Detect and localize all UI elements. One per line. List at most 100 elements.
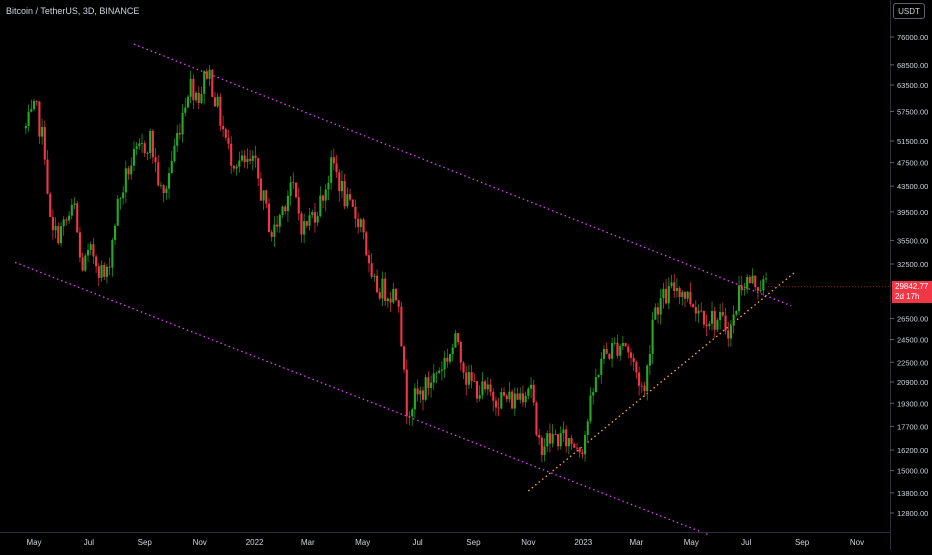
candle-body — [254, 155, 257, 159]
candle-body — [554, 434, 557, 435]
candle-body — [97, 266, 100, 278]
candle-body — [467, 372, 470, 385]
candle-body — [524, 395, 527, 403]
candle-body — [432, 373, 435, 383]
candle-body — [484, 381, 487, 390]
candle-body — [756, 287, 760, 292]
candle-body — [735, 311, 738, 315]
candle-body — [276, 224, 279, 227]
y-tick-label: 24500.00 — [897, 336, 928, 345]
candle-body — [311, 212, 314, 216]
candle-body — [351, 199, 354, 207]
candle-body — [451, 347, 454, 355]
last-price-value: 29842.77 — [895, 282, 929, 291]
candle-body — [575, 447, 579, 449]
candle-body — [230, 143, 233, 166]
candle-body — [86, 249, 90, 256]
candle-body — [249, 158, 252, 161]
y-tick-label: 63500.00 — [897, 81, 928, 90]
support-rising-line[interactable] — [527, 271, 797, 492]
x-tick-label: Sep — [795, 538, 810, 547]
channel-lower-line[interactable] — [14, 261, 709, 536]
candle-body — [427, 377, 430, 388]
candle-body — [386, 298, 389, 301]
candle-body — [200, 93, 203, 103]
candle-body — [632, 357, 635, 363]
candle-body — [327, 182, 330, 190]
x-tick-label: May — [355, 538, 370, 547]
candle-body — [146, 152, 149, 154]
candle-body — [392, 288, 395, 303]
candle-body — [346, 194, 349, 207]
candle-body — [176, 132, 179, 146]
candle-body — [397, 300, 400, 307]
candle-body — [124, 168, 127, 193]
candle-body — [497, 407, 500, 409]
candle-body — [548, 433, 552, 444]
candle-body — [213, 97, 217, 107]
candle-body — [281, 206, 284, 215]
candle-body — [362, 219, 365, 233]
candle-body — [289, 182, 292, 196]
candle-body — [59, 226, 63, 244]
candle-body — [586, 421, 589, 436]
candle-body — [532, 384, 535, 403]
candle-body — [702, 310, 705, 325]
candle-body — [675, 288, 678, 291]
candle-body — [662, 288, 665, 299]
candle-body — [754, 275, 757, 288]
candle-body — [573, 443, 576, 448]
candle-body — [613, 342, 616, 344]
candle-body — [116, 198, 119, 226]
candle-body — [238, 160, 241, 167]
candle-body — [565, 429, 568, 447]
candle-body — [68, 215, 71, 221]
candle-body — [111, 239, 114, 268]
candle-body — [705, 324, 708, 327]
candle-body — [222, 125, 225, 130]
candle-body — [627, 346, 630, 353]
candle-body — [700, 310, 703, 312]
y-tick-label: 51500.00 — [897, 137, 928, 146]
candle-body — [737, 285, 741, 312]
candle-body — [270, 232, 273, 237]
candle-body — [32, 100, 36, 110]
candle-body — [186, 96, 190, 108]
candle-body — [435, 372, 438, 374]
candle-body — [159, 185, 163, 186]
candle-body — [438, 370, 441, 373]
candle-body — [457, 333, 460, 343]
candle-body — [521, 393, 524, 403]
y-tick-label: 15000.00 — [897, 467, 928, 476]
candle-body — [651, 319, 654, 354]
y-tick-label: 32500.00 — [897, 260, 928, 269]
candle-body — [227, 137, 230, 144]
candle-body — [692, 304, 695, 307]
candle-body — [170, 161, 173, 174]
candle-body — [535, 402, 538, 435]
candle-body — [567, 438, 570, 447]
candle-body — [511, 391, 514, 409]
candle-body — [670, 282, 673, 287]
candle-body — [581, 452, 584, 455]
candle-body — [551, 434, 554, 444]
candle-body — [400, 306, 403, 347]
candle-body — [502, 392, 506, 396]
candle-body — [154, 157, 157, 163]
candle-body — [105, 266, 108, 277]
candle-body — [624, 342, 627, 347]
candle-body — [629, 352, 633, 358]
candle-body — [267, 203, 271, 233]
y-tick-label: 17700.00 — [897, 422, 928, 431]
candle-body — [448, 354, 452, 362]
candle-body — [62, 219, 65, 227]
y-tick-label: 43500.00 — [897, 182, 928, 191]
candle-body — [540, 437, 543, 455]
candle-body — [492, 391, 495, 401]
channel-upper-line[interactable] — [133, 43, 792, 307]
candle-body — [648, 353, 651, 366]
candle-body — [30, 109, 33, 112]
currency-button[interactable]: USDT — [893, 3, 925, 19]
